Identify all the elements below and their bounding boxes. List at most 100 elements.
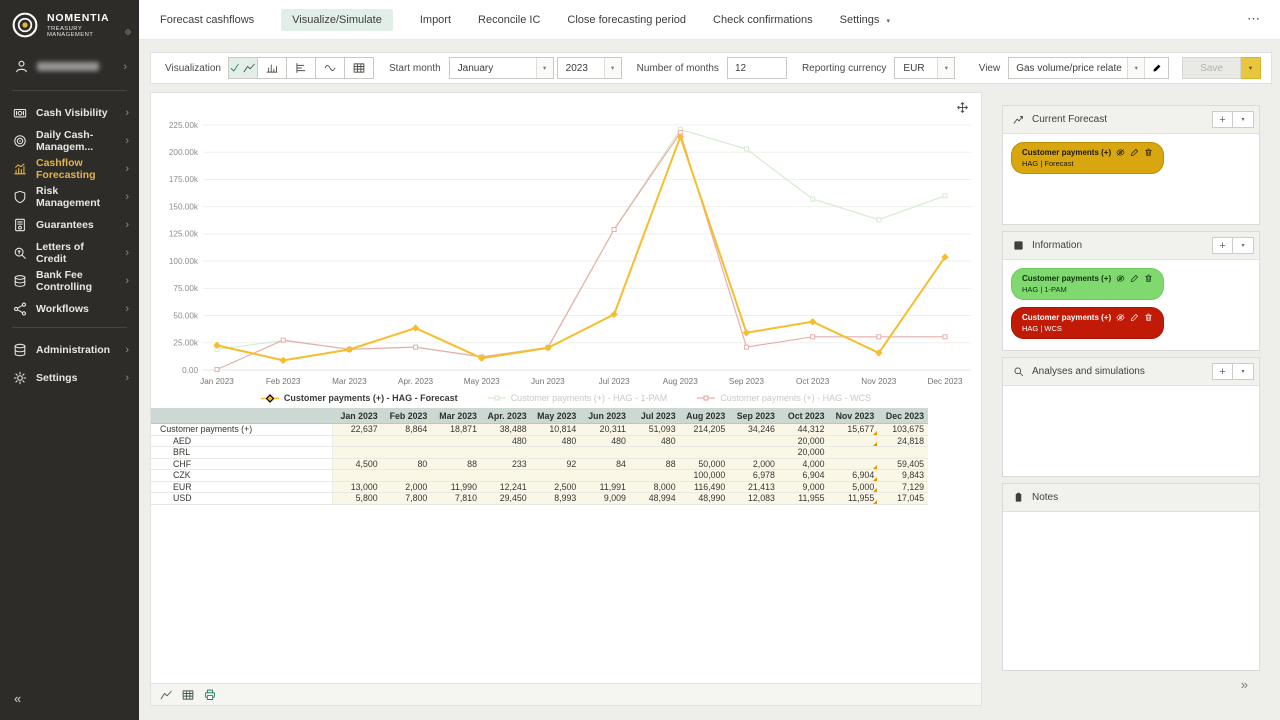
toggle-visibility-icon[interactable] (1116, 148, 1125, 157)
table-cell[interactable]: 29,450 (480, 492, 531, 505)
table-cell[interactable]: 100,000 (679, 469, 730, 482)
table-cell[interactable] (729, 446, 779, 459)
table-cell[interactable] (580, 446, 630, 459)
viz-button-horizontal-bar-chart[interactable] (285, 57, 316, 79)
tab-visualize-simulate[interactable]: Visualize/Simulate (281, 8, 393, 31)
table-cell[interactable] (828, 458, 879, 470)
table-cell[interactable]: 6,904 (828, 469, 879, 482)
table-cell[interactable]: 2,500 (530, 481, 581, 493)
table-cell[interactable]: 9,000 (778, 481, 829, 493)
viz-button-bar-chart[interactable] (256, 57, 287, 79)
table-cell[interactable]: 11,991 (580, 481, 630, 493)
table-cell[interactable]: 480 (629, 435, 680, 447)
start-month-select[interactable]: January ▾ (448, 57, 554, 79)
table-cell[interactable]: 10,814 (530, 423, 581, 436)
section-menu-button[interactable]: ▾ (1233, 237, 1254, 254)
row-label[interactable]: CHF (151, 458, 333, 470)
forecast-chart[interactable]: 0.00 25.00k 50.00k 75.00k 100.00k 125.00k 150.… (155, 95, 977, 390)
table-cell[interactable]: 103,675 (878, 423, 928, 436)
table-cell[interactable]: 44,312 (778, 423, 829, 436)
table-cell[interactable]: 11,955 (778, 492, 829, 505)
row-label[interactable]: CZK (151, 469, 333, 482)
sidebar-item-workflows[interactable]: Workflows › (0, 295, 139, 323)
row-label[interactable]: AED (151, 435, 333, 447)
series-pill[interactable]: Customer payments (+) HAG | 1-PAM (1011, 268, 1165, 300)
legend-item[interactable]: Customer payments (+) - HAG - 1-PAM (487, 393, 667, 403)
viz-button-table-view[interactable] (343, 57, 374, 79)
table-cell[interactable] (679, 446, 730, 459)
table-cell[interactable]: 11,990 (431, 481, 481, 493)
table-cell[interactable]: 88 (629, 458, 680, 470)
table-cell[interactable]: 480 (580, 435, 630, 447)
legend-item[interactable]: Customer payments (+) - HAG - WCS (697, 393, 871, 403)
sidebar-collapse-button[interactable]: « (14, 691, 22, 706)
series-pill[interactable]: Customer payments (+) HAG | WCS (1011, 307, 1165, 339)
table-cell[interactable] (431, 446, 481, 459)
row-label[interactable]: USD (151, 492, 333, 505)
table-cell[interactable]: 20,000 (778, 435, 829, 447)
edit-icon[interactable] (1130, 148, 1139, 157)
table-cell[interactable]: 214,205 (679, 423, 730, 436)
sidebar-item-guarantees[interactable]: Guarantees › (0, 211, 139, 239)
table-cell[interactable] (431, 469, 481, 482)
user-menu[interactable]: › (0, 47, 139, 86)
table-cell[interactable]: 24,818 (878, 435, 928, 447)
table-cell[interactable]: 18,871 (431, 423, 481, 436)
table-cell[interactable] (530, 469, 581, 482)
delete-icon[interactable] (1144, 274, 1153, 283)
save-button[interactable]: Save (1182, 57, 1241, 79)
table-cell[interactable]: 80 (381, 458, 432, 470)
table-cell[interactable]: 5,800 (332, 492, 382, 505)
table-cell[interactable]: 88 (431, 458, 481, 470)
table-cell[interactable]: 9,009 (580, 492, 630, 505)
table-cell[interactable] (381, 469, 432, 482)
table-cell[interactable]: 480 (530, 435, 581, 447)
table-cell[interactable]: 92 (530, 458, 581, 470)
table-cell[interactable]: 4,000 (778, 458, 829, 470)
table-cell[interactable] (679, 435, 730, 447)
table-cell[interactable] (332, 469, 382, 482)
tab-reconcile-ic[interactable]: Reconcile IC (478, 13, 541, 26)
table-cell[interactable]: 15,677 (828, 423, 879, 436)
table-cell[interactable] (332, 446, 382, 459)
edit-icon[interactable] (1130, 274, 1139, 283)
edit-view-button[interactable] (1144, 58, 1168, 78)
table-cell[interactable]: 84 (580, 458, 630, 470)
table-cell[interactable]: 13,000 (332, 481, 382, 493)
table-cell[interactable]: 7,810 (431, 492, 481, 505)
table-cell[interactable]: 5,000 (828, 481, 879, 493)
row-label[interactable]: EUR (151, 481, 333, 493)
start-year-select[interactable]: 2023 ▾ (556, 57, 622, 79)
table-cell[interactable]: 116,490 (679, 481, 730, 493)
sidebar-item-cashflow-forecasting[interactable]: Cashflow Forecasting › (0, 155, 139, 183)
add-item-button[interactable]: + (1212, 363, 1233, 380)
table-cell[interactable] (828, 435, 879, 447)
toggle-visibility-icon[interactable] (1116, 274, 1125, 283)
row-label[interactable]: BRL (151, 446, 333, 459)
table-cell[interactable] (629, 469, 680, 482)
legend-item[interactable]: Customer payments (+) - HAG - Forecast (260, 393, 458, 403)
table-cell[interactable] (332, 435, 382, 447)
table-cell[interactable]: 34,246 (729, 423, 779, 436)
edit-icon[interactable] (1130, 313, 1139, 322)
reporting-currency-select[interactable]: EUR ▾ (894, 57, 956, 79)
table-cell[interactable]: 38,488 (480, 423, 531, 436)
sidebar-item-letters-of-credit[interactable]: Letters of Credit › (0, 239, 139, 267)
expand-icon[interactable] (956, 101, 969, 114)
tab-check-confirmations[interactable]: Check confirmations (713, 13, 813, 26)
table-cell[interactable] (480, 446, 531, 459)
tab-import[interactable]: Import (419, 13, 452, 26)
table-cell[interactable] (381, 446, 432, 459)
table-cell[interactable]: 48,994 (629, 492, 680, 505)
right-panel-collapse-button[interactable]: » (1240, 677, 1248, 692)
table-cell[interactable]: 233 (480, 458, 531, 470)
add-item-button[interactable]: + (1212, 111, 1233, 128)
table-cell[interactable]: 6,978 (729, 469, 779, 482)
table-cell[interactable]: 4,500 (332, 458, 382, 470)
number-of-months-input[interactable] (726, 57, 787, 79)
sidebar-item-risk-management[interactable]: Risk Management › (0, 183, 139, 211)
table-cell[interactable] (580, 469, 630, 482)
table-cell[interactable] (729, 435, 779, 447)
table-cell[interactable] (828, 446, 879, 459)
line-chart-icon[interactable] (160, 689, 172, 701)
